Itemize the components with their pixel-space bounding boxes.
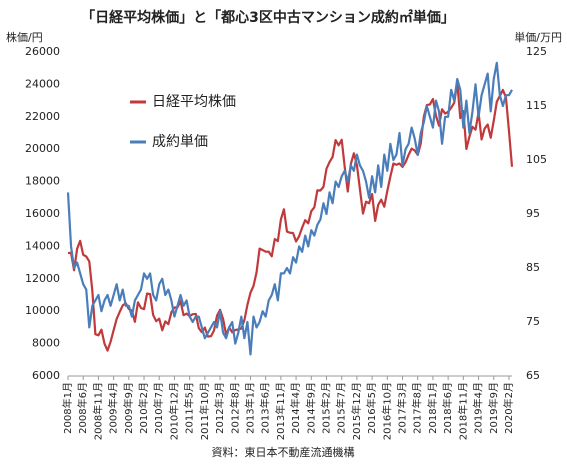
- legend-label: 成約単価: [152, 134, 208, 150]
- x-tick-label: 2014年9月: [304, 382, 317, 434]
- y-tick-label: 24000: [25, 77, 60, 90]
- x-tick-label: 2018年1月: [426, 382, 439, 434]
- x-tick-label: 2010年7月: [152, 382, 165, 434]
- x-tick-label: 2008年1月: [61, 382, 74, 434]
- y2-tick-label: 125: [526, 45, 547, 58]
- x-tick-label: 2019年4月: [472, 382, 485, 434]
- x-tick-label: 2018年6月: [441, 382, 454, 434]
- x-tick-label: 2016年10月: [380, 382, 393, 440]
- y-axis-label: 株価/円: [6, 30, 43, 44]
- y-tick-label: 16000: [25, 207, 60, 220]
- y-tick-label: 8000: [32, 337, 60, 350]
- y2-tick-label: 75: [526, 315, 540, 328]
- y-tick-label: 20000: [25, 142, 60, 155]
- x-tick-label: 2011年5月: [183, 382, 196, 434]
- x-tick-label: 2017年8月: [411, 382, 424, 434]
- x-tick-label: 2013年1月: [243, 382, 256, 434]
- x-tick-label: 2019年9月: [487, 382, 500, 434]
- x-tick-label: 2013年6月: [259, 382, 272, 434]
- x-tick-label: 2012年3月: [213, 382, 226, 434]
- x-tick-label: 2017年3月: [396, 382, 409, 434]
- x-tick-label: 2009年4月: [107, 382, 120, 434]
- source-note: 資料：東日本不動産流通機構: [212, 445, 355, 459]
- y-tick-label: 22000: [25, 110, 60, 123]
- x-tick-label: 2008年11月: [91, 382, 104, 440]
- x-tick-label: 2015年2月: [319, 382, 332, 434]
- x-tick-label: 2016年5月: [365, 382, 378, 434]
- y-tick-label: 26000: [25, 45, 60, 58]
- y2-tick-label: 115: [526, 99, 547, 112]
- x-tick-label: 2010年2月: [137, 382, 150, 434]
- y2-tick-label: 65: [526, 369, 540, 382]
- y-tick-label: 14000: [25, 239, 60, 252]
- y-tick-label: 18000: [25, 175, 60, 188]
- x-tick-label: 2010年12月: [167, 382, 180, 440]
- x-tick-label: 2015年7月: [335, 382, 348, 434]
- y2-tick-label: 95: [526, 207, 540, 220]
- x-tick-label: 2009年9月: [122, 382, 135, 434]
- y-tick-label: 6000: [32, 369, 60, 382]
- x-tick-label: 2020年2月: [502, 382, 515, 434]
- series-line: [67, 81, 514, 352]
- x-tick-label: 2012年8月: [228, 382, 241, 434]
- y2-tick-label: 85: [526, 261, 540, 274]
- chart-title: 「日経平均株価」と「都心3区中古マンション成約㎡単価」: [81, 9, 455, 26]
- y2-axis-label: 単価/万円: [514, 30, 562, 44]
- y2-tick-label: 105: [526, 153, 547, 166]
- legend-label: 日経平均株価: [152, 94, 236, 110]
- x-tick-label: 2018年11月: [456, 382, 469, 440]
- series-line: [66, 61, 513, 356]
- y-tick-label: 10000: [25, 304, 60, 317]
- x-tick-label: 2011年10月: [198, 382, 211, 440]
- x-tick-label: 2015年12月: [350, 382, 363, 440]
- y-tick-label: 12000: [25, 272, 60, 285]
- x-tick-label: 2013年11月: [274, 382, 287, 440]
- x-tick-label: 2014年4月: [289, 382, 302, 434]
- x-tick-label: 2008年6月: [76, 382, 89, 434]
